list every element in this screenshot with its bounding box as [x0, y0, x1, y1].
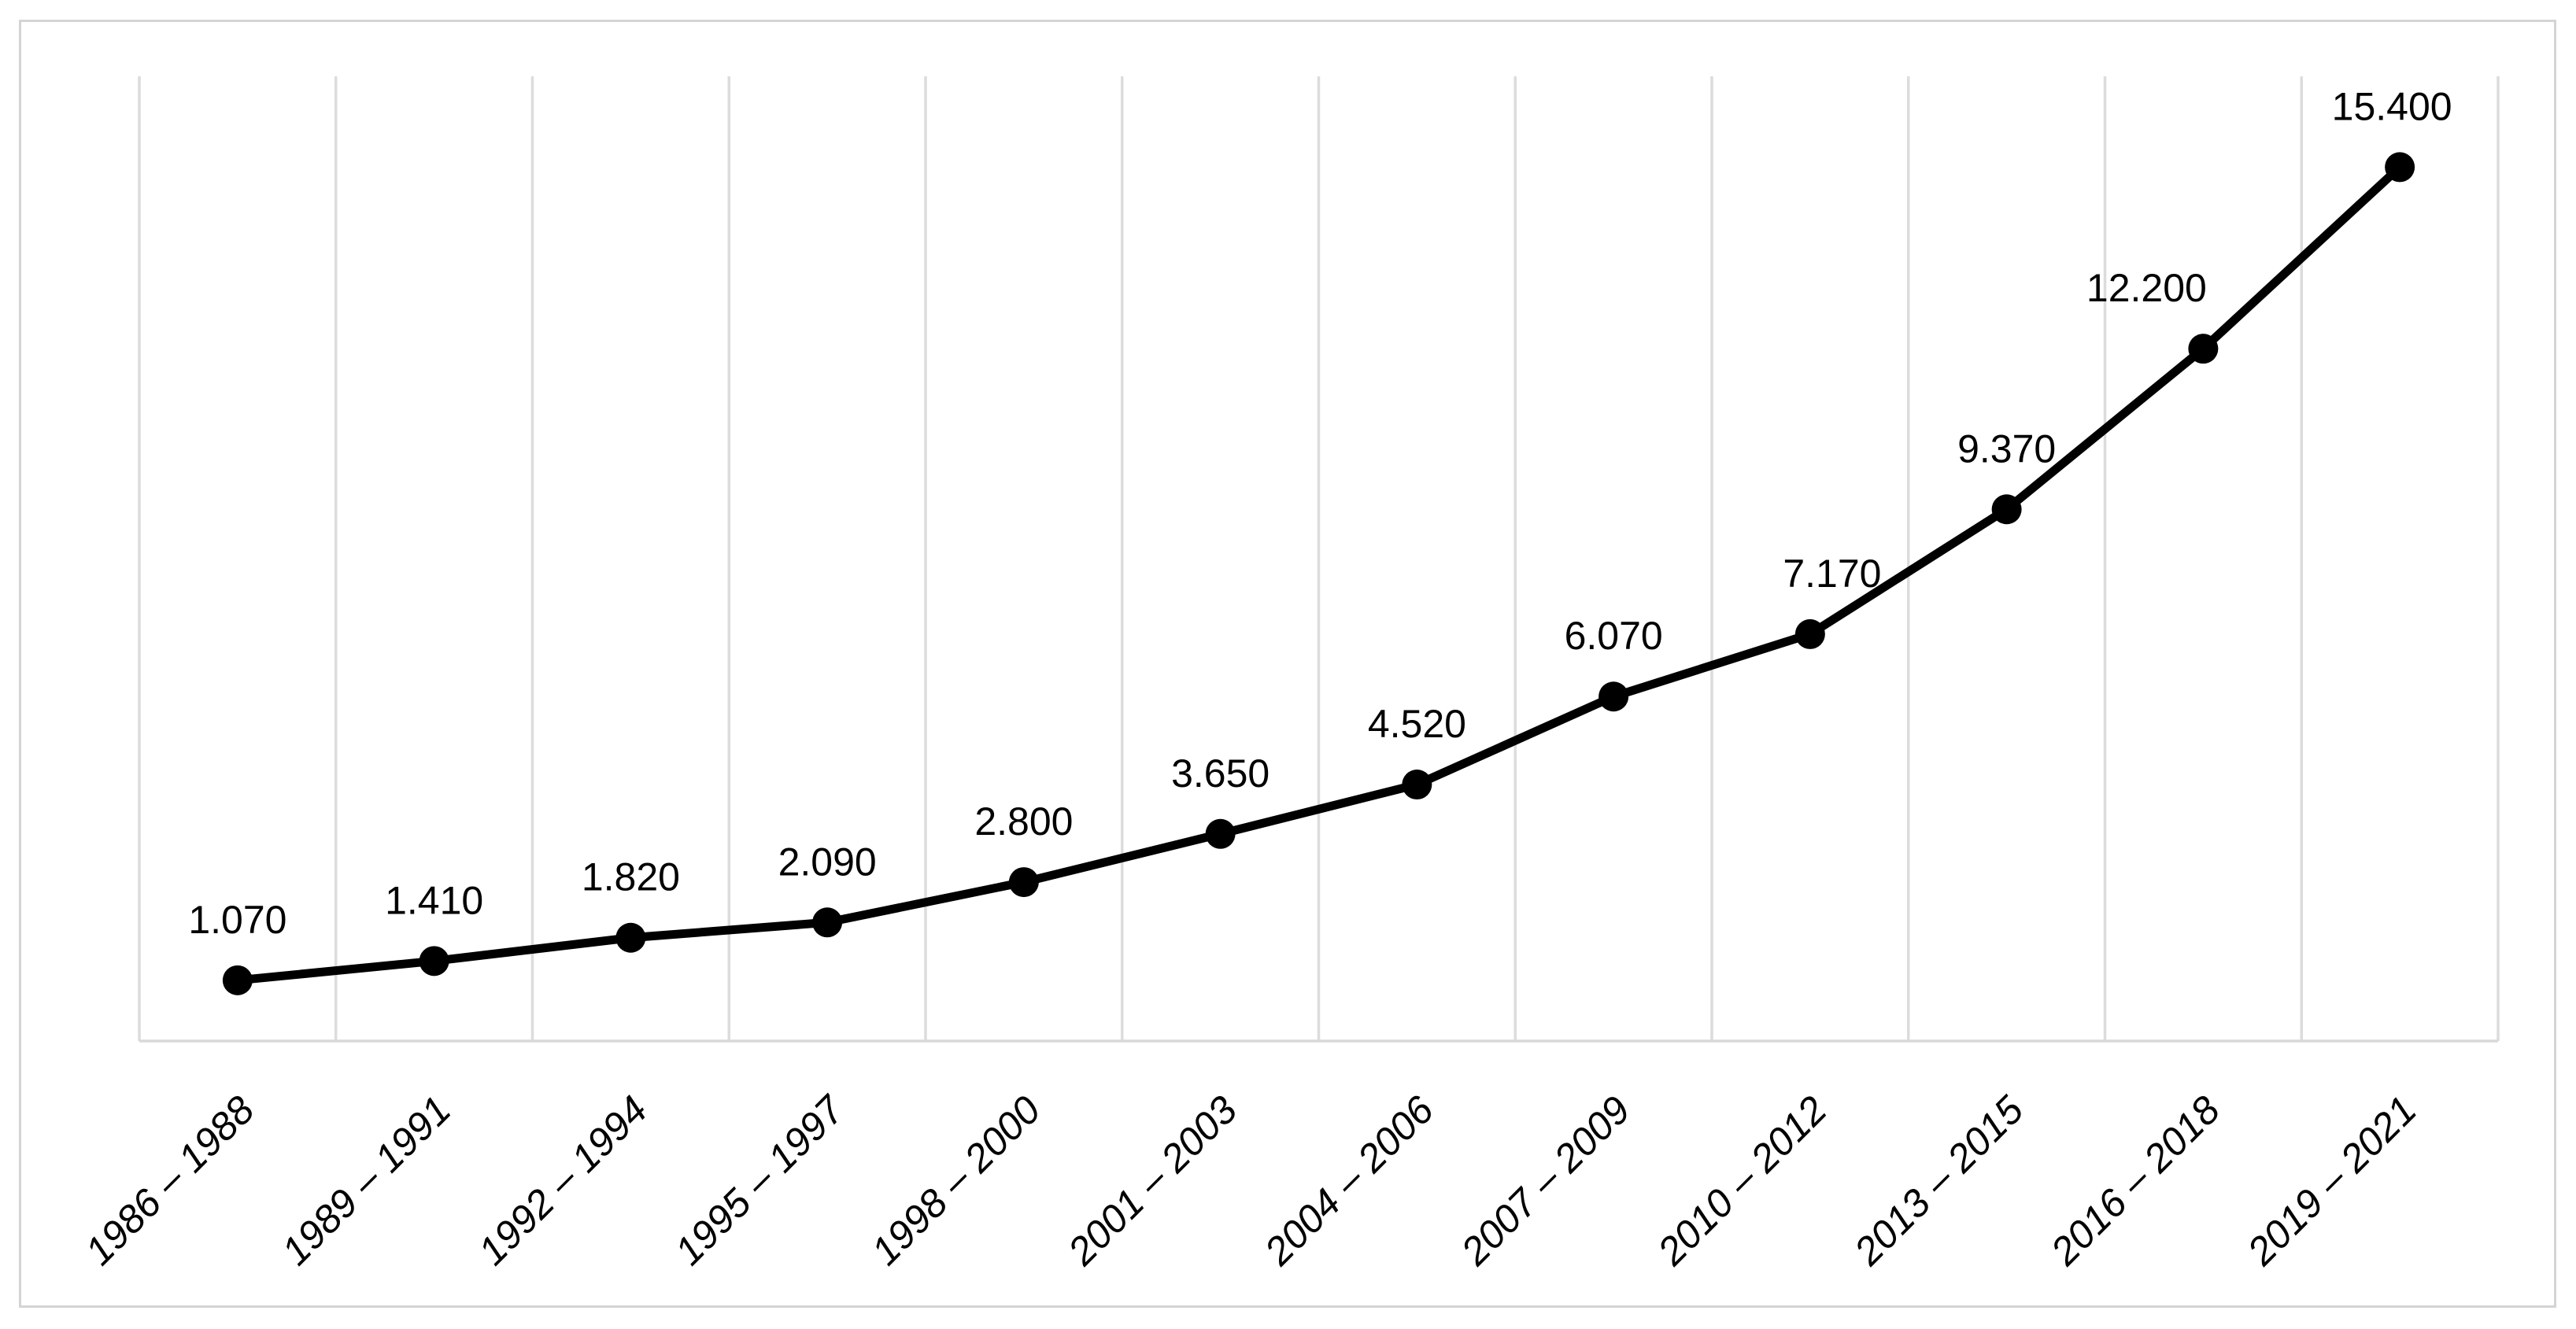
- data-point: [2385, 152, 2415, 183]
- x-axis-label: 1986 – 1988: [76, 1087, 262, 1273]
- x-axis-label: 1998 – 2000: [863, 1087, 1048, 1273]
- data-label: 12.200: [2086, 266, 2207, 310]
- data-point: [419, 946, 449, 976]
- data-label: 2.090: [778, 840, 877, 884]
- data-label: 15.400: [2332, 84, 2452, 128]
- data-point: [1205, 818, 1236, 849]
- data-point: [1402, 770, 1432, 800]
- x-axis-label: 2016 – 2018: [2042, 1087, 2228, 1274]
- series-line: [233, 162, 2404, 985]
- x-axis-label: 2007 – 2009: [1452, 1087, 1639, 1274]
- data-label: 6.070: [1565, 614, 1663, 658]
- data-label: 7.170: [1783, 552, 1881, 596]
- data-point: [1794, 618, 1825, 649]
- data-label: 9.370: [1957, 426, 2056, 471]
- chart-frame: [19, 20, 2556, 1308]
- data-label: 1.070: [188, 898, 286, 942]
- x-axis-label: 2019 – 2021: [2238, 1087, 2425, 1274]
- data-point: [1598, 681, 1629, 712]
- x-axis-label: 1989 – 1991: [273, 1087, 459, 1273]
- x-axis-label: 2013 – 2015: [1845, 1087, 2031, 1274]
- x-axis-label: 2010 – 2012: [1649, 1087, 1835, 1274]
- x-axis-label: 1992 – 1994: [470, 1087, 656, 1273]
- data-point: [812, 907, 843, 938]
- data-label: 3.650: [1171, 751, 1270, 796]
- data-point: [2188, 334, 2219, 364]
- data-label: 2.800: [974, 799, 1073, 844]
- data-point: [1008, 867, 1039, 898]
- x-axis-label: 2004 – 2006: [1255, 1087, 1442, 1274]
- data-point: [615, 922, 646, 953]
- data-label: 1.820: [582, 855, 680, 899]
- data-label: 1.410: [385, 878, 483, 922]
- data-label: 4.520: [1368, 702, 1466, 746]
- data-point: [222, 965, 253, 995]
- data-point: [1991, 494, 2022, 525]
- x-axis-label: 2001 – 2003: [1059, 1087, 1245, 1274]
- x-axis-label: 1995 – 1997: [667, 1087, 854, 1274]
